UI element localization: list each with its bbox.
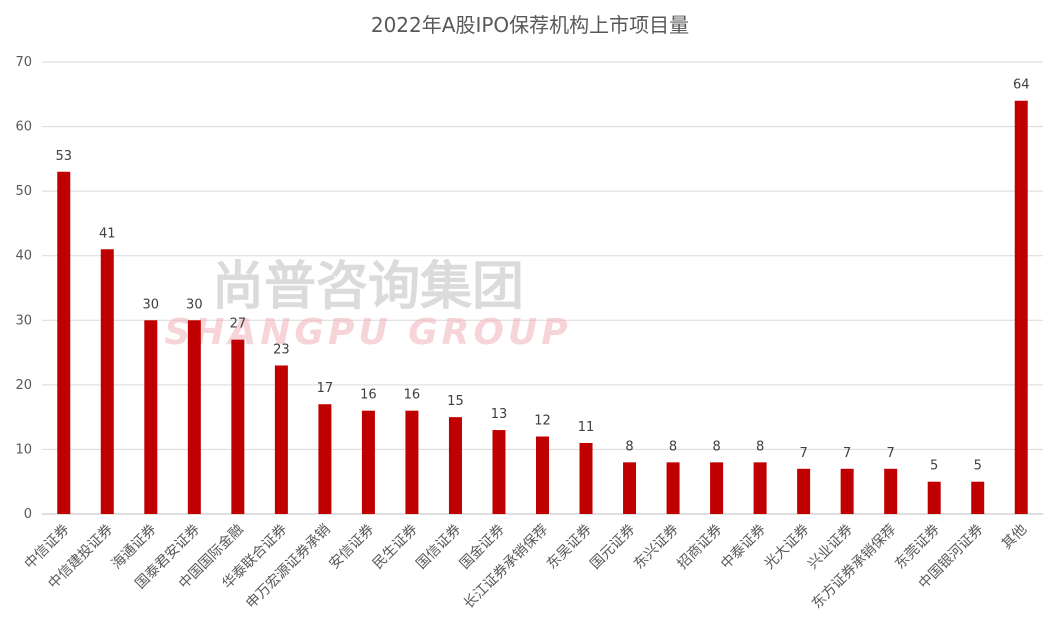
x-tick-label: 长江证券承销保荐: [461, 522, 552, 613]
bar: [623, 462, 637, 514]
y-tick-label: 60: [15, 120, 32, 135]
data-label: 8: [669, 439, 677, 454]
bars: [57, 100, 1028, 514]
bar: [274, 365, 288, 514]
x-tick-label: 安信证券: [326, 522, 377, 573]
y-tick-label: 30: [15, 313, 32, 328]
data-label: 7: [887, 446, 895, 461]
bar: [231, 339, 245, 514]
bar: [144, 320, 158, 514]
gridlines: [42, 61, 1043, 515]
data-label: 41: [99, 226, 116, 241]
data-label: 16: [404, 388, 421, 403]
x-tick-label: 中泰证券: [718, 522, 769, 573]
data-label: 8: [756, 439, 764, 454]
bar: [579, 442, 593, 514]
chart-title: 2022年A股IPO保荐机构上市项目量: [371, 13, 689, 37]
data-label: 8: [712, 439, 720, 454]
bar: [536, 436, 549, 514]
watermark-en: SHANGPU GROUP: [164, 312, 571, 353]
data-label: 13: [491, 407, 508, 422]
x-axis: 中信证券中信建投证券海通证券国泰君安证券中国国际金融华泰联合证券申万宏源证券承销…: [22, 522, 1030, 613]
bar: [840, 468, 854, 514]
bar: [1014, 100, 1028, 514]
bar: [971, 481, 985, 514]
bar: [666, 462, 680, 514]
data-label: 17: [317, 381, 334, 396]
data-label: 30: [186, 297, 203, 312]
watermark-cn: 尚普咨询集团: [212, 257, 524, 317]
data-label: 16: [360, 388, 377, 403]
bar: [753, 462, 767, 514]
x-tick-label: 东兴证券: [631, 522, 682, 573]
x-tick-label: 招商证券: [675, 522, 726, 573]
y-tick-label: 10: [15, 442, 32, 457]
data-label: 12: [534, 414, 551, 429]
bar: [57, 171, 71, 514]
x-tick-label: 民生证券: [370, 522, 421, 573]
bar: [927, 481, 941, 514]
y-tick-label: 70: [15, 55, 32, 70]
bar: [448, 417, 462, 514]
data-label: 5: [930, 459, 938, 474]
bar: [100, 249, 114, 514]
data-label: 5: [974, 459, 982, 474]
x-tick-label: 东吴证券: [544, 522, 595, 573]
data-label: 8: [625, 439, 633, 454]
x-tick-label: 申万宏源证券承销: [243, 522, 334, 613]
y-axis: 0 10 20 30 40 50 60 70: [15, 55, 32, 522]
bar: [492, 430, 506, 514]
data-label: 15: [447, 394, 464, 409]
bar: [710, 462, 724, 514]
bar: [361, 410, 375, 514]
x-tick-label: 国元证券: [587, 522, 638, 573]
y-tick-label: 20: [15, 378, 32, 393]
x-tick-label: 光大证券: [762, 522, 813, 573]
y-tick-label: 50: [15, 184, 32, 199]
data-label: 64: [1013, 78, 1030, 93]
bar: [797, 468, 811, 514]
data-label: 7: [843, 446, 851, 461]
y-tick-label: 40: [15, 249, 32, 264]
x-tick-label: 东方证券承销保荐: [809, 522, 900, 613]
bar: [884, 468, 898, 514]
data-labels: 53 41 30 30 27 23 17 16 16 15 13 12 11 8 8 8 8 7 7 7 5 5 64: [55, 78, 1029, 474]
x-tick-label: 国信证券: [413, 522, 464, 573]
y-tick-label: 0: [24, 507, 32, 522]
data-label: 23: [273, 342, 290, 357]
data-label: 27: [230, 317, 247, 332]
x-tick-label: 其他: [999, 522, 1030, 553]
bar: [405, 410, 419, 514]
data-label: 7: [799, 446, 807, 461]
bar: [187, 320, 201, 514]
data-label: 53: [55, 149, 72, 164]
data-label: 11: [578, 420, 595, 435]
data-label: 30: [143, 297, 160, 312]
watermark: 尚普咨询集团 SHANGPU GROUP: [164, 257, 571, 353]
bar: [318, 404, 332, 514]
